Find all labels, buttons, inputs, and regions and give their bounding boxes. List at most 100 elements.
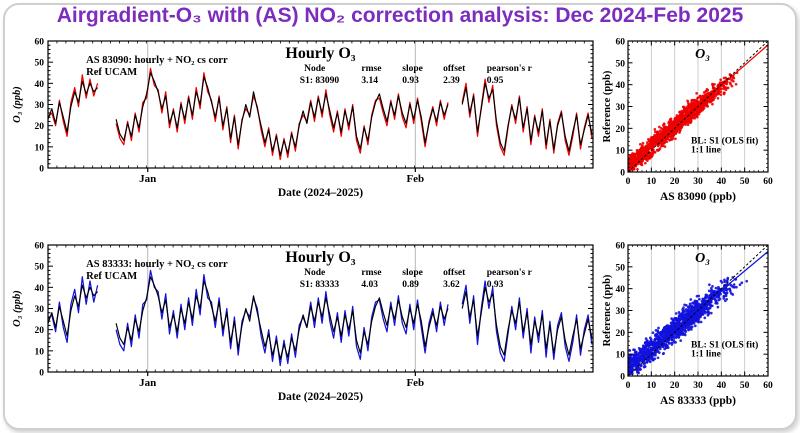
fit-legend-label: BL: S1 (OLS fit) xyxy=(691,340,758,351)
one-to-one-legend-label: 1:1 line xyxy=(691,145,721,155)
figure-card xyxy=(3,3,797,430)
x-tick-label: 40 xyxy=(717,381,727,391)
y-tick-label: 60 xyxy=(616,242,626,252)
panel-title: Hourly O₃ xyxy=(285,249,355,266)
timeseries-plot-sensor-83090: 0 10 20 30 40 50 60 Jan Feb Date (2024–2025) O₃ (p… xyxy=(12,38,594,199)
panel-title: O₃ xyxy=(695,47,710,62)
timeseries-plot-sensor-83333: 0 10 20 30 40 50 60 Jan Feb Date (2024–2025) O₃ (p… xyxy=(12,242,594,403)
x-tick-label: 10 xyxy=(647,177,657,187)
y-tick-label: 10 xyxy=(616,351,626,361)
y-tick-label: 30 xyxy=(35,101,45,111)
one-to-one-line xyxy=(627,40,769,173)
month-tick-label: Feb xyxy=(406,173,424,185)
stats-value: S1: 83090 xyxy=(300,76,340,86)
y-tick-label: 40 xyxy=(616,81,626,91)
panel-title: O₃ xyxy=(695,251,710,266)
stats-header: pearson's r xyxy=(487,64,533,74)
y-tick-label: 0 xyxy=(39,369,44,379)
stats-header: slope xyxy=(402,268,423,278)
y-tick-label: 20 xyxy=(616,329,626,339)
stats-value: 0.93 xyxy=(487,280,504,290)
stats-header: rmse xyxy=(361,268,381,278)
y-tick-label: 0 xyxy=(620,373,625,383)
x-tick-label: 60 xyxy=(763,177,773,187)
y-tick-label: 50 xyxy=(616,263,626,273)
sensor-line xyxy=(461,280,593,363)
stats-header: slope xyxy=(402,64,423,74)
x-axis-label: AS 83090 (ppb) xyxy=(660,191,736,203)
stats-header: offset xyxy=(443,64,466,74)
y-tick-label: 30 xyxy=(616,103,626,113)
month-tick-label: Feb xyxy=(406,377,424,389)
sensor-line xyxy=(47,276,99,344)
x-tick-label: 50 xyxy=(740,177,750,187)
reference-legend-label: Ref UCAM xyxy=(86,271,137,282)
y-axis-label: Reference (ppb) xyxy=(602,70,613,142)
one-to-one-line xyxy=(627,244,769,377)
y-tick-label: 10 xyxy=(616,147,626,157)
reference-line xyxy=(461,286,593,356)
sensor-legend-label: AS 83090: hourly + NO₂ cs corr xyxy=(86,55,228,66)
stats-header: Node xyxy=(304,64,325,74)
x-tick-label: 10 xyxy=(647,381,657,391)
figure-title: Airgradient-O₃ with (AS) NO₂ correction … xyxy=(56,4,744,27)
y-tick-label: 40 xyxy=(35,284,45,294)
fit-legend-label: BL: S1 (OLS fit) xyxy=(691,136,758,147)
y-tick-label: 10 xyxy=(35,347,45,357)
y-axis-label: Reference (ppb) xyxy=(602,274,613,346)
stats-header: pearson's r xyxy=(487,268,533,278)
x-tick-label: 30 xyxy=(693,381,703,391)
x-tick-label: 0 xyxy=(626,381,631,391)
reference-line xyxy=(115,72,449,156)
y-tick-label: 30 xyxy=(616,307,626,317)
x-axis-label: AS 83333 (ppb) xyxy=(660,395,736,407)
scatter-plot-sensor-83090: 00 10 10 20 20 30 30 40 40 50 50 60 60 O₃ BL: S1 (OLS … xyxy=(602,38,773,204)
y-tick-label: 50 xyxy=(35,263,45,273)
x-tick-label: 50 xyxy=(740,381,750,391)
x-tick-label: 60 xyxy=(763,381,773,391)
y-tick-label: 60 xyxy=(35,242,45,252)
stats-value: 4.03 xyxy=(361,280,378,290)
reference-line xyxy=(47,80,99,133)
y-tick-label: 0 xyxy=(620,169,625,179)
stats-value: 0.89 xyxy=(402,280,419,290)
y-tick-label: 10 xyxy=(35,143,45,153)
y-tick-label: 20 xyxy=(35,122,45,132)
y-tick-label: 40 xyxy=(35,80,45,90)
stats-value: 3.62 xyxy=(443,280,460,290)
month-tick-label: Jan xyxy=(139,377,156,389)
month-tick-label: Jan xyxy=(139,173,156,185)
sensor-line xyxy=(461,78,593,156)
y-tick-label: 20 xyxy=(616,125,626,135)
x-tick-label: 30 xyxy=(693,177,703,187)
y-tick-label: 20 xyxy=(35,326,45,336)
reference-legend-label: Ref UCAM xyxy=(86,67,137,78)
scatter-plot-sensor-83333: 00 10 10 20 20 30 30 40 40 50 50 60 60 O₃ BL: S1 (OLS … xyxy=(602,242,773,408)
reference-line xyxy=(115,276,449,360)
y-tick-label: 0 xyxy=(39,165,44,175)
stats-value: 0.95 xyxy=(487,76,504,86)
stats-value: 2.39 xyxy=(443,76,460,86)
y-tick-label: 60 xyxy=(616,38,626,48)
x-axis-label: Date (2024–2025) xyxy=(278,187,363,199)
one-to-one-legend-label: 1:1 line xyxy=(691,349,721,359)
x-tick-label: 0 xyxy=(626,177,631,187)
reference-line xyxy=(461,82,593,152)
y-tick-label: 50 xyxy=(616,59,626,69)
panel-title: Hourly O₃ xyxy=(285,45,355,62)
sensor-legend-label: AS 83333: hourly + NO₂ cs corr xyxy=(86,259,228,270)
y-tick-label: 30 xyxy=(35,305,45,315)
stats-value: 0.93 xyxy=(402,76,419,86)
x-tick-label: 40 xyxy=(717,177,727,187)
stats-header: Node xyxy=(304,268,325,278)
x-tick-label: 20 xyxy=(670,381,680,391)
y-axis-label: O₃ (ppb) xyxy=(12,290,23,327)
x-axis-label: Date (2024–2025) xyxy=(278,391,363,403)
reference-line xyxy=(47,284,99,337)
ols-fit-line xyxy=(627,251,769,369)
y-axis-label: O₃ (ppb) xyxy=(12,86,23,123)
stats-header: offset xyxy=(443,268,466,278)
stats-value: 3.14 xyxy=(361,76,378,86)
stats-value: S1: 83333 xyxy=(300,280,340,290)
x-tick-label: 20 xyxy=(670,177,680,187)
